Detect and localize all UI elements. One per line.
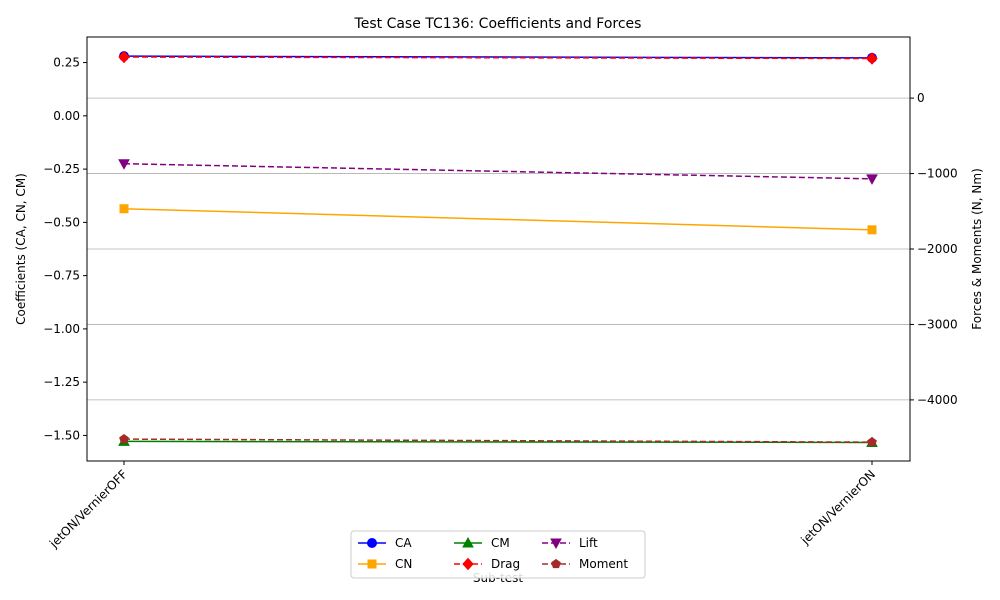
chart-title: Test Case TC136: Coefficients and Forces	[354, 16, 642, 32]
left-tick-label-2: −0.25	[43, 162, 80, 176]
left-axis: 0.25 0.00 −0.25 −0.50 −0.75 −1.00 −1.25 −1.50	[43, 56, 87, 442]
legend-marker-cn	[367, 559, 377, 569]
legend-marker-lift	[550, 538, 562, 550]
left-tick-label-5: −1.00	[43, 322, 80, 336]
legend-label-drag: Drag	[491, 557, 520, 571]
point-cn-1	[867, 225, 877, 235]
right-tick-label-4: −4000	[917, 393, 958, 407]
left-tick-label-6: −1.25	[43, 375, 80, 389]
point-cn-0	[119, 204, 129, 214]
legend-label-cm: CM	[491, 536, 510, 550]
grid-lines	[87, 97, 910, 401]
series-drag	[118, 50, 878, 65]
right-tick-label-1: −1000	[917, 167, 958, 181]
point-lift-1	[866, 174, 878, 185]
legend-marker-moment	[551, 558, 561, 569]
right-tick-label-3: −3000	[917, 317, 958, 331]
legend-marker-drag	[462, 557, 474, 571]
point-moment-0	[119, 434, 129, 444]
left-tick-label-3: −0.50	[43, 215, 80, 229]
series-line-moment	[123, 438, 873, 443]
right-axis: 0 −1000 −2000 −3000 −4000	[910, 91, 958, 407]
left-tick-label-1: 0.00	[53, 109, 80, 123]
right-tick-label-2: −2000	[917, 242, 958, 256]
series-layer	[118, 50, 878, 447]
left-axis-label: Coefficients (CA, CN, CM)	[14, 173, 28, 325]
point-moment-1	[867, 437, 877, 447]
point-drag-1	[866, 52, 878, 65]
series-moment	[119, 434, 877, 447]
legend-label-moment: Moment	[579, 557, 628, 571]
legend-frame	[350, 530, 646, 579]
series-line-drag	[123, 56, 873, 60]
legend-marker-ca	[367, 538, 377, 548]
right-axis-label: Forces & Moments (N, Nm)	[970, 168, 984, 329]
point-lift-0	[118, 159, 130, 170]
left-tick-label-7: −1.50	[43, 428, 80, 442]
legend-label-ca: CA	[395, 536, 412, 550]
left-tick-label-4: −0.75	[43, 269, 80, 283]
legend-label-cn: CN	[395, 557, 412, 571]
legend-label-lift: Lift	[579, 536, 598, 550]
legend-marker-cm	[462, 536, 474, 548]
right-tick-label-0: 0	[917, 91, 925, 105]
series-line-cn	[123, 207, 873, 231]
series-lift	[118, 159, 878, 185]
left-tick-label-0: 0.25	[53, 56, 80, 70]
series-cn	[119, 204, 877, 235]
legend: CA CN CM Drag Lift Moment	[350, 530, 646, 579]
series-line-lift	[123, 162, 873, 180]
point-drag-0	[118, 50, 130, 64]
